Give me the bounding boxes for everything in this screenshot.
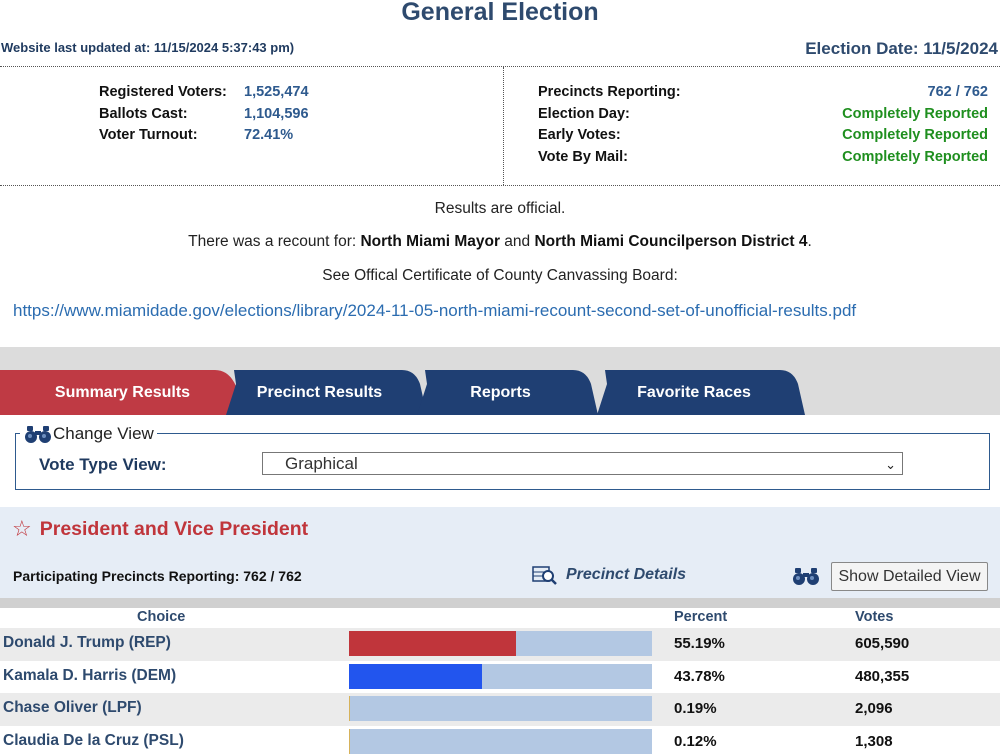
tab-summary-label: Summary Results <box>54 383 191 401</box>
show-detailed-view-button[interactable]: Show Detailed View <box>831 562 988 591</box>
tab-reports[interactable]: Reports <box>403 370 598 415</box>
favorite-star-icon[interactable]: ☆ <box>12 516 32 541</box>
precinct-details-link[interactable]: Precinct Details <box>532 565 686 585</box>
percent-bar-fill <box>349 631 516 656</box>
choice-percent: 0.19% <box>674 700 717 717</box>
registered-voters-label: Registered Voters: <box>99 84 227 100</box>
choice-percent: 43.78% <box>674 668 725 685</box>
change-view-fieldset <box>15 433 990 490</box>
vote-by-mail-label: Vote By Mail: <box>538 149 628 165</box>
tab-reports-shape <box>417 370 598 415</box>
result-row-oliver: Chase Oliver (LPF) 0.19% 2,096 <box>0 693 1000 726</box>
binoculars-icon <box>793 568 819 585</box>
voter-turnout-label: Voter Turnout: <box>99 127 198 143</box>
vote-type-label: Vote Type View: <box>39 455 167 474</box>
column-header-percent: Percent <box>674 609 728 625</box>
recount-race-2: North Miami Councilperson District 4 <box>534 233 808 250</box>
percent-bar-fill <box>349 696 350 721</box>
tab-favorites-shape <box>597 370 805 415</box>
percent-bar-fill <box>349 664 482 689</box>
tab-favorite-races[interactable]: Favorite Races <box>583 370 805 415</box>
choice-name: Donald J. Trump (REP) <box>3 634 171 651</box>
tab-favorites-label: Favorite Races <box>637 383 751 401</box>
precincts-reporting-text: Participating Precincts Reporting: 762 /… <box>13 568 302 584</box>
precincts-reporting-value: 762 / 762 <box>927 84 988 100</box>
tab-precinct-results[interactable]: Precinct Results <box>212 370 427 415</box>
result-row-de-la-cruz: Claudia De la Cruz (PSL) 0.12% 1,308 <box>0 726 1000 756</box>
column-header-votes: Votes <box>855 609 894 625</box>
ballots-cast-value: 1,104,596 <box>244 106 309 122</box>
election-day-status: Completely Reported <box>842 106 988 122</box>
tab-summary-results[interactable]: Summary Results <box>0 370 245 415</box>
percent-bar <box>349 631 652 656</box>
recount-and: and <box>500 233 535 250</box>
voter-turnout-value: 72.41% <box>244 127 294 143</box>
tab-reports-label: Reports <box>470 383 531 401</box>
binoculars-icon <box>25 426 51 443</box>
choice-votes: 605,590 <box>855 635 910 652</box>
official-notice: Results are official. <box>434 200 566 217</box>
percent-bar <box>349 729 652 754</box>
precincts-reporting-label: Precincts Reporting: <box>538 84 681 100</box>
election-day-label: Election Day: <box>538 106 630 122</box>
tab-precinct-label: Precinct Results <box>256 383 383 401</box>
vote-type-select[interactable]: Graphical ⌄ <box>262 452 903 475</box>
choice-votes: 480,355 <box>855 668 910 685</box>
tab-precinct-shape <box>226 370 427 415</box>
choice-percent: 0.12% <box>674 733 717 750</box>
result-row-harris: Kamala D. Harris (DEM) 43.78% 480,355 <box>0 661 1000 694</box>
magnifier-table-icon <box>532 566 557 585</box>
recount-race-1: North Miami Mayor <box>360 233 500 250</box>
stats-divider <box>503 67 504 185</box>
choice-votes: 2,096 <box>855 700 893 717</box>
percent-bar <box>349 664 652 689</box>
recount-prefix: There was a recount for: <box>188 233 361 250</box>
race-title-text: President and Vice President <box>39 517 309 540</box>
change-view-legend: Change View <box>20 424 157 444</box>
last-updated-text: Website last updated at: 11/15/2024 5:37… <box>1 40 295 55</box>
percent-bar-fill <box>349 729 350 754</box>
early-votes-status: Completely Reported <box>842 127 988 143</box>
stats-panel: Registered Voters: 1,525,474 Ballots Cas… <box>0 66 1000 186</box>
precinct-details-label: Precinct Details <box>566 566 687 583</box>
recount-suffix: . <box>807 233 812 250</box>
registered-voters-value: 1,525,474 <box>244 84 309 100</box>
early-votes-label: Early Votes: <box>538 127 621 143</box>
percent-bar <box>349 696 652 721</box>
vote-by-mail-status: Completely Reported <box>842 149 988 165</box>
choice-name: Kamala D. Harris (DEM) <box>3 667 177 684</box>
result-row-trump: Donald J. Trump (REP) 55.19% 605,590 <box>0 628 1000 661</box>
recount-notice: There was a recount for: North Miami May… <box>0 233 1000 251</box>
column-header-choice: Choice <box>137 609 186 625</box>
choice-name: Claudia De la Cruz (PSL) <box>3 732 184 749</box>
ballots-cast-label: Ballots Cast: <box>99 106 188 122</box>
certificate-link[interactable]: https://www.miamidade.gov/elections/libr… <box>13 301 857 320</box>
certificate-notice: See Offical Certificate of County Canvas… <box>322 267 678 284</box>
race-title: ☆ President and Vice President <box>12 516 308 542</box>
chevron-down-icon: ⌄ <box>885 457 896 472</box>
tab-summary-shape <box>0 370 245 415</box>
change-view-label: Change View <box>53 424 154 443</box>
choice-percent: 55.19% <box>674 635 725 652</box>
vote-type-selected: Graphical <box>285 454 358 473</box>
page-title: General Election <box>401 0 599 26</box>
choice-votes: 1,308 <box>855 733 893 750</box>
election-date: Election Date: 11/5/2024 <box>805 39 998 58</box>
results-grid-divider <box>0 598 1000 608</box>
choice-name: Chase Oliver (LPF) <box>3 699 142 716</box>
